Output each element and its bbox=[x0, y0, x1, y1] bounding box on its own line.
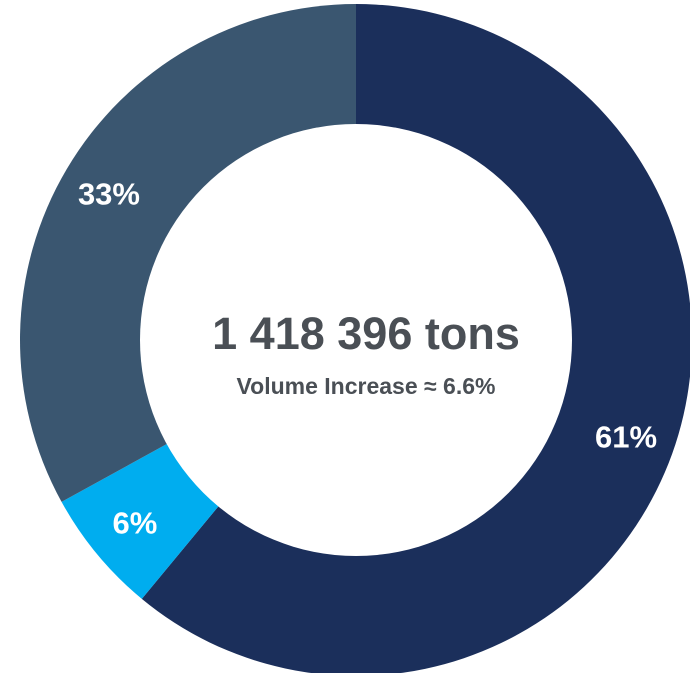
slice-label: 61% bbox=[595, 420, 657, 455]
center-title: 1 418 396 tons bbox=[212, 308, 520, 359]
slice-label: 33% bbox=[78, 176, 140, 211]
center-subtitle: Volume Increase ≈ 6.6% bbox=[237, 373, 496, 399]
donut-hole bbox=[140, 124, 572, 556]
slice-label: 6% bbox=[112, 505, 157, 540]
slice-label-group: 61% 6% 33% bbox=[78, 176, 657, 540]
